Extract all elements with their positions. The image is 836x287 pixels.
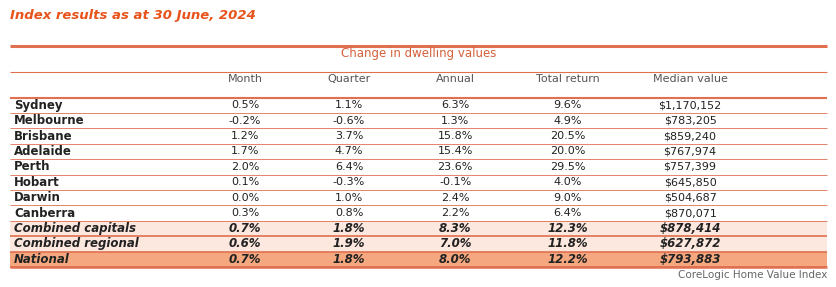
Text: Brisbane: Brisbane [14, 129, 73, 143]
Text: -0.6%: -0.6% [333, 116, 364, 126]
Text: Change in dwelling values: Change in dwelling values [340, 47, 496, 60]
Text: $870,071: $870,071 [663, 208, 716, 218]
Text: Total return: Total return [535, 74, 599, 84]
Text: 1.3%: 1.3% [441, 116, 469, 126]
Bar [10, 205, 826, 221]
Text: -0.2%: -0.2% [228, 116, 261, 126]
Text: -0.3%: -0.3% [333, 177, 364, 187]
Text: 9.6%: 9.6% [553, 100, 581, 110]
Text: Quarter: Quarter [327, 74, 370, 84]
Text: 4.0%: 4.0% [553, 177, 581, 187]
Text: $767,974: $767,974 [663, 146, 716, 156]
Text: 1.8%: 1.8% [333, 222, 364, 235]
Text: 4.9%: 4.9% [553, 116, 581, 126]
Text: CoreLogic Home Value Index: CoreLogic Home Value Index [677, 270, 826, 280]
Text: 7.0%: 7.0% [439, 237, 471, 250]
Text: Darwin: Darwin [14, 191, 61, 204]
Text: $878,414: $878,414 [659, 222, 720, 235]
Text: $1,170,152: $1,170,152 [658, 100, 721, 110]
Text: $859,240: $859,240 [663, 131, 716, 141]
Text: 20.5%: 20.5% [549, 131, 584, 141]
Text: 1.7%: 1.7% [231, 146, 259, 156]
Text: Annual: Annual [436, 74, 474, 84]
Text: National: National [14, 253, 70, 266]
Text: $627,872: $627,872 [659, 237, 720, 250]
Text: Median value: Median value [652, 74, 726, 84]
Text: Melbourne: Melbourne [14, 114, 84, 127]
Text: 0.8%: 0.8% [334, 208, 363, 218]
Text: $504,687: $504,687 [663, 193, 716, 203]
Text: 2.2%: 2.2% [441, 208, 469, 218]
Bar [10, 128, 826, 144]
Text: 20.0%: 20.0% [549, 146, 584, 156]
Text: 2.4%: 2.4% [441, 193, 469, 203]
Text: 0.6%: 0.6% [228, 237, 261, 250]
Text: Sydney: Sydney [14, 99, 63, 112]
Text: 1.9%: 1.9% [333, 237, 364, 250]
Bar [10, 159, 826, 174]
Text: 12.3%: 12.3% [547, 222, 587, 235]
Text: 4.7%: 4.7% [334, 146, 363, 156]
Text: 8.0%: 8.0% [439, 253, 471, 266]
Text: Month: Month [227, 74, 263, 84]
Text: 0.7%: 0.7% [228, 253, 261, 266]
Text: 15.4%: 15.4% [437, 146, 472, 156]
Text: 6.4%: 6.4% [553, 208, 581, 218]
Text: Perth: Perth [14, 160, 51, 173]
Text: Combined regional: Combined regional [14, 237, 139, 250]
Bar [10, 221, 826, 236]
Text: 0.5%: 0.5% [231, 100, 258, 110]
Text: $645,850: $645,850 [663, 177, 716, 187]
Text: 15.8%: 15.8% [437, 131, 472, 141]
Text: 1.2%: 1.2% [231, 131, 259, 141]
Text: 1.8%: 1.8% [333, 253, 364, 266]
Text: 0.3%: 0.3% [231, 208, 258, 218]
Text: Index results as at 30 June, 2024: Index results as at 30 June, 2024 [10, 9, 256, 22]
Text: 0.0%: 0.0% [231, 193, 258, 203]
Text: Canberra: Canberra [14, 207, 75, 220]
Text: $757,399: $757,399 [663, 162, 716, 172]
Text: $793,883: $793,883 [659, 253, 720, 266]
Bar [10, 236, 826, 251]
Text: Hobart: Hobart [14, 176, 60, 189]
Text: 1.1%: 1.1% [334, 100, 363, 110]
Text: 2.0%: 2.0% [231, 162, 259, 172]
Text: Adelaide: Adelaide [14, 145, 72, 158]
Text: 3.7%: 3.7% [334, 131, 363, 141]
Bar [10, 98, 826, 113]
Text: 29.5%: 29.5% [549, 162, 584, 172]
Text: 6.4%: 6.4% [334, 162, 363, 172]
Text: $783,205: $783,205 [663, 116, 716, 126]
Bar [10, 251, 826, 267]
Text: 1.0%: 1.0% [334, 193, 363, 203]
Text: 11.8%: 11.8% [547, 237, 587, 250]
Text: 23.6%: 23.6% [437, 162, 472, 172]
Text: 0.1%: 0.1% [231, 177, 258, 187]
Text: 8.3%: 8.3% [439, 222, 471, 235]
Bar [10, 113, 826, 128]
Bar [10, 174, 826, 190]
Bar [10, 190, 826, 205]
Text: 0.7%: 0.7% [228, 222, 261, 235]
Text: 9.0%: 9.0% [553, 193, 581, 203]
Bar [10, 144, 826, 159]
Text: -0.1%: -0.1% [439, 177, 471, 187]
Text: Combined capitals: Combined capitals [14, 222, 136, 235]
Text: 6.3%: 6.3% [441, 100, 469, 110]
Text: 12.2%: 12.2% [547, 253, 587, 266]
